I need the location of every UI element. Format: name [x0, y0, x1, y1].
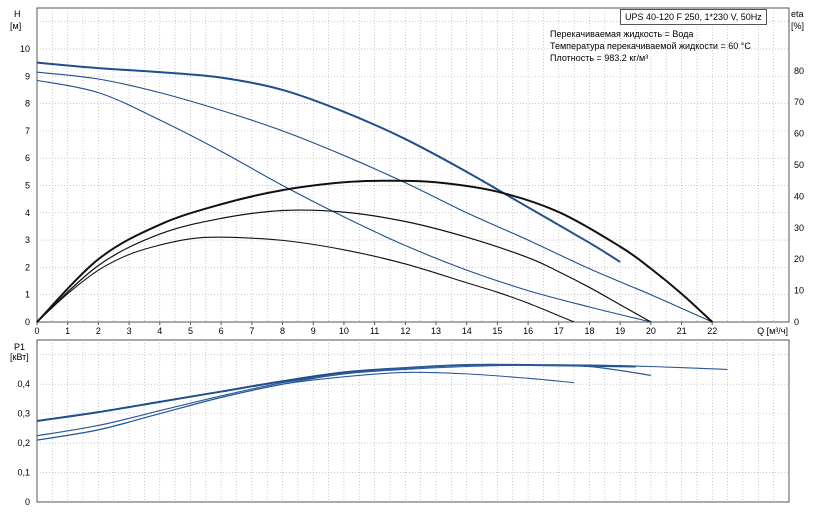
- y-tick-label: 10: [20, 44, 30, 54]
- y2-tick-label: 80: [794, 66, 804, 76]
- y-tick-label: 8: [25, 99, 30, 109]
- x-tick-label: 9: [311, 326, 316, 336]
- y-tick-label: 5: [25, 180, 30, 190]
- efficiency-curve-1: [36, 179, 713, 323]
- x-tick-label: 16: [523, 326, 533, 336]
- x-axis-label: Q [м³/ч]: [757, 326, 788, 336]
- y2-tick-label: 40: [794, 191, 804, 201]
- fluid-info: Перекачиваемая жидкость = Вода Температу…: [550, 28, 751, 64]
- y-tick-label: 6: [25, 153, 30, 163]
- p1-axis-unit: [кВт]: [10, 352, 29, 362]
- y-tick-label: 1: [25, 290, 30, 300]
- x-tick-label: 13: [431, 326, 441, 336]
- p1-tick-label: 0: [25, 497, 30, 507]
- p1-axis-label: P1: [14, 342, 25, 352]
- y2-tick-label: 60: [794, 129, 804, 139]
- p1-tick-label: 0,4: [17, 379, 30, 389]
- annotation-density: Плотность = 983.2 кг/м³: [550, 53, 649, 63]
- y-axis-label: H: [14, 9, 21, 19]
- y2-tick-label: 0: [794, 317, 799, 327]
- x-tick-label: 5: [188, 326, 193, 336]
- x-tick-label: 7: [249, 326, 254, 336]
- p1-tick-label: 0,3: [17, 409, 30, 419]
- y2-axis-unit: [%]: [791, 21, 804, 31]
- y2-axis-label: eta: [791, 9, 804, 19]
- x-tick-label: 6: [219, 326, 224, 336]
- y-tick-label: 2: [25, 262, 30, 272]
- y2-tick-label: 20: [794, 254, 804, 264]
- x-tick-label: 12: [400, 326, 410, 336]
- y-tick-label: 4: [25, 208, 30, 218]
- efficiency-curve-2: [36, 209, 652, 323]
- x-tick-label: 3: [127, 326, 132, 336]
- x-tick-label: 21: [677, 326, 687, 336]
- y2-tick-label: 10: [794, 286, 804, 296]
- x-tick-label: 18: [584, 326, 594, 336]
- x-tick-label: 22: [707, 326, 717, 336]
- upper-plot-frame: [36, 7, 790, 323]
- annotation-liquid: Перекачиваемая жидкость = Вода: [550, 29, 694, 39]
- x-tick-label: 2: [96, 326, 101, 336]
- y2-tick-label: 50: [794, 160, 804, 170]
- power-curve-4: [36, 371, 575, 441]
- head-curve-3: [36, 79, 652, 323]
- p1-tick-label: 0,2: [17, 438, 30, 448]
- y-tick-label: 3: [25, 235, 30, 245]
- power-curve-3: [36, 364, 728, 441]
- lower-plot-frame: [36, 339, 790, 503]
- chart-title: UPS 40-120 F 250, 1*230 V, 50Hz: [620, 9, 767, 25]
- x-tick-label: 8: [280, 326, 285, 336]
- x-tick-label: 19: [615, 326, 625, 336]
- x-tick-label: 15: [492, 326, 502, 336]
- x-tick-label: 17: [554, 326, 564, 336]
- y-tick-label: 7: [25, 126, 30, 136]
- x-tick-label: 20: [646, 326, 656, 336]
- x-tick-label: 4: [157, 326, 162, 336]
- p1-tick-label: 0,1: [17, 468, 30, 478]
- head-curve-2: [36, 71, 713, 323]
- x-tick-label: 10: [339, 326, 349, 336]
- power-curve-1: [36, 363, 636, 422]
- x-tick-label: 0: [34, 326, 39, 336]
- efficiency-curve-3: [36, 236, 575, 323]
- y2-tick-label: 70: [794, 97, 804, 107]
- x-tick-label: 14: [462, 326, 472, 336]
- annotation-temperature: Температура перекачиваемой жидкости = 60…: [550, 41, 751, 51]
- x-tick-label: 1: [65, 326, 70, 336]
- y-tick-label: 0: [25, 317, 30, 327]
- y2-tick-label: 30: [794, 223, 804, 233]
- y-axis-unit: [м]: [10, 21, 21, 31]
- x-tick-label: 11: [370, 326, 379, 336]
- head-curve-1: [36, 61, 621, 263]
- y-tick-label: 9: [25, 71, 30, 81]
